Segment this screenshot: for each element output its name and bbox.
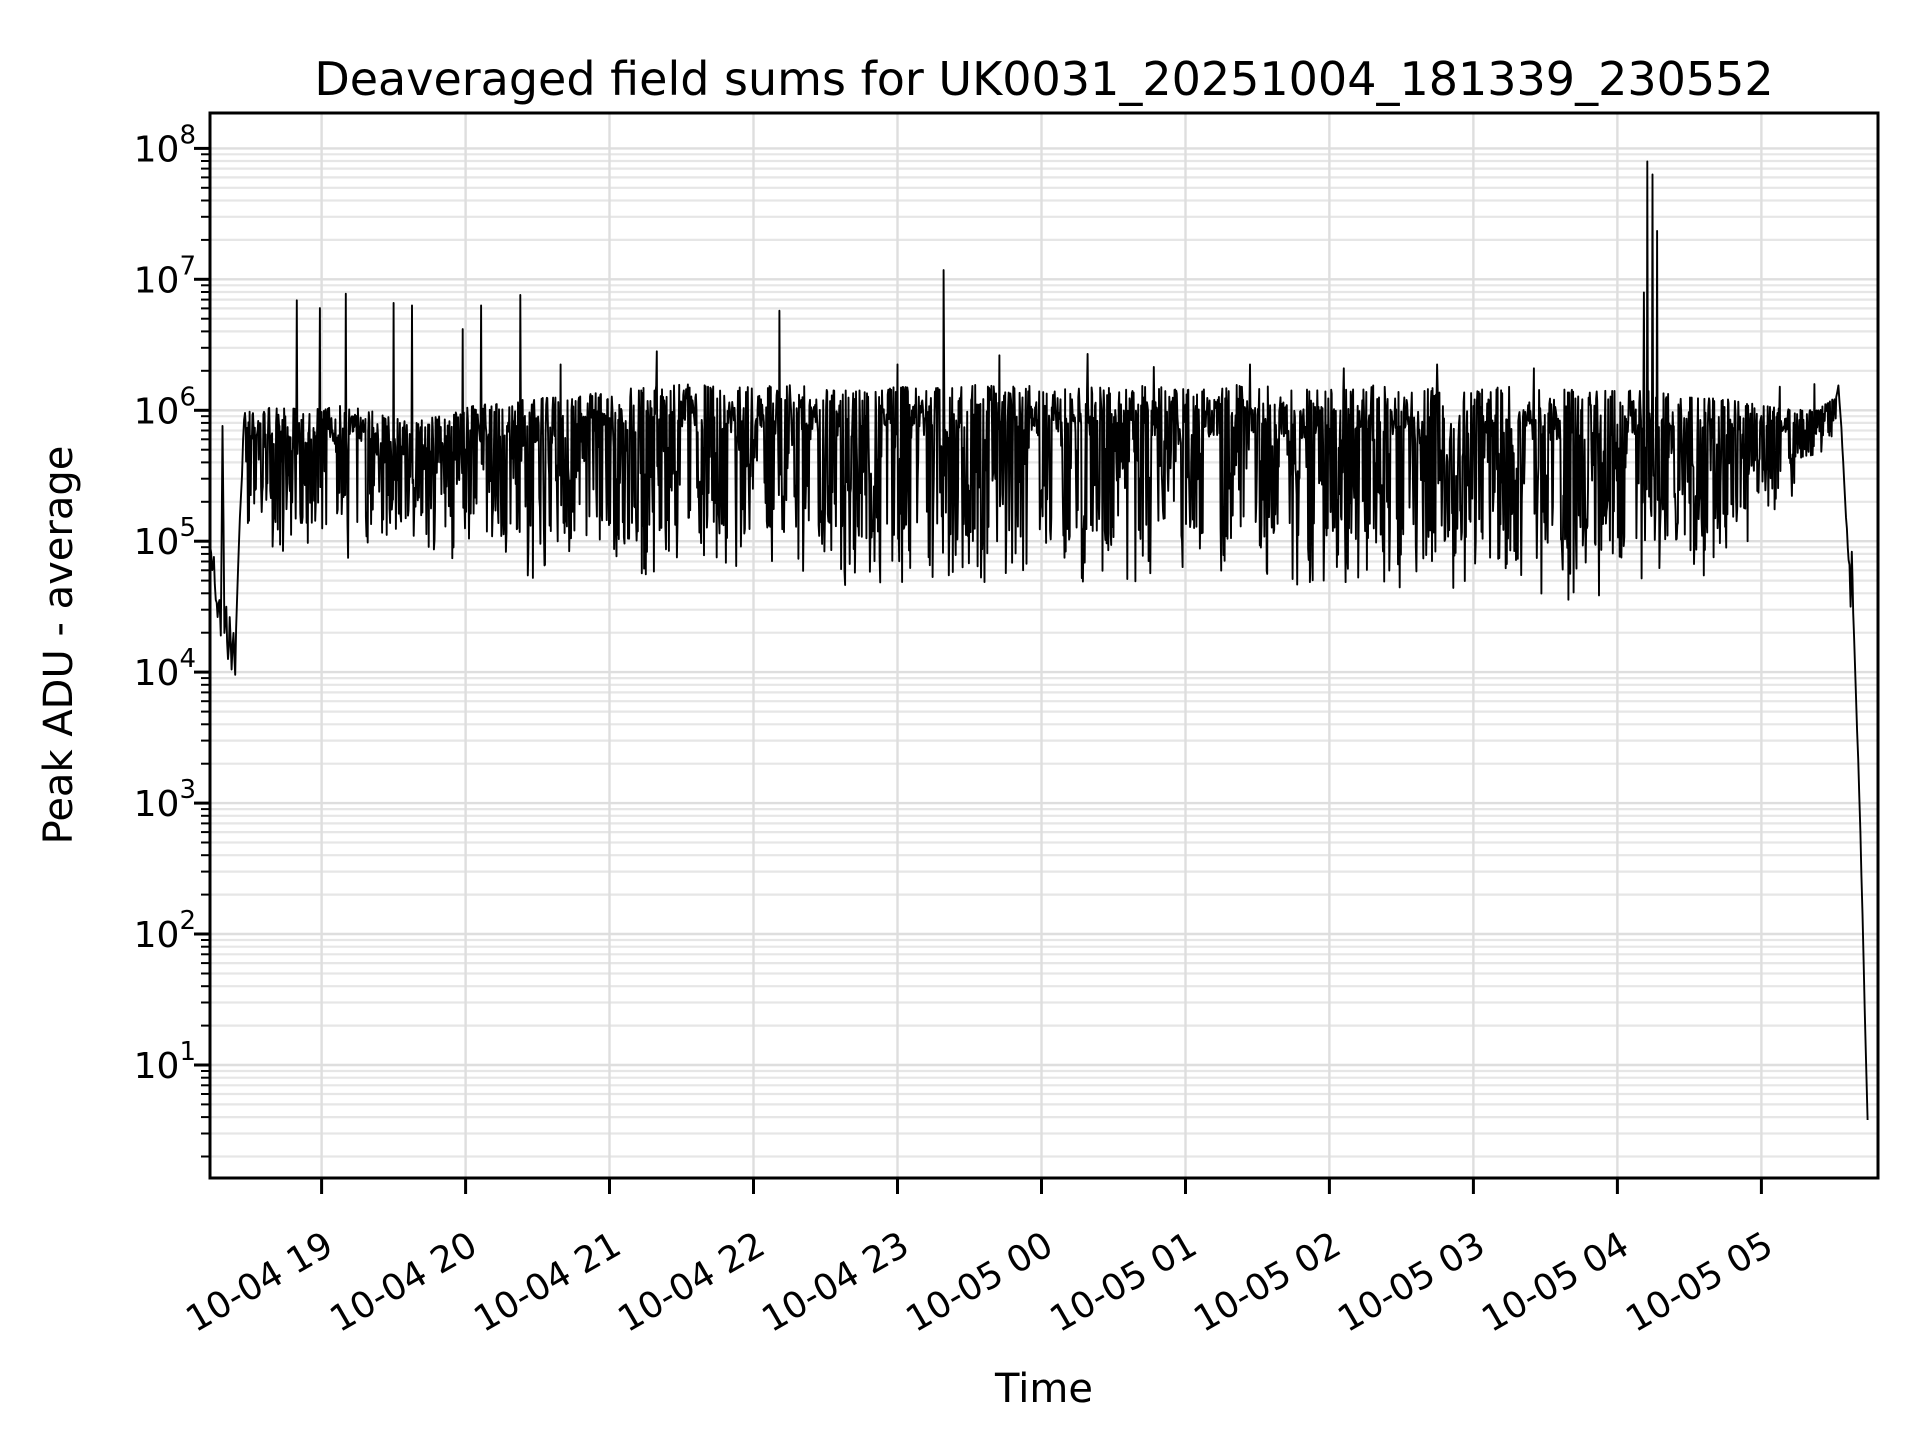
x-tick-label: 10-04 23: [755, 1224, 916, 1340]
plot-border: [208, 111, 1880, 1180]
x-tick-label: 10-04 19: [179, 1224, 340, 1340]
y-tick-label: 106: [134, 382, 196, 432]
y-tick-label: 104: [134, 644, 196, 694]
y-tick-label: 107: [134, 251, 196, 301]
x-tick-label: 10-04 22: [611, 1224, 772, 1340]
data-series-line: [209, 160, 1869, 1121]
y-tick-label: 108: [134, 120, 196, 170]
x-tick-label: 10-05 00: [899, 1224, 1060, 1340]
x-tick-label: 10-04 20: [323, 1224, 484, 1340]
chart-title: Deaveraged field sums for UK0031_2025100…: [314, 52, 1773, 106]
y-tick-label: 103: [134, 775, 196, 825]
x-tick-label: 10-04 21: [467, 1224, 628, 1340]
x-axis-label: Time: [994, 1366, 1093, 1412]
x-tick-label: 10-05 05: [1619, 1224, 1780, 1340]
x-tick-label: 10-05 03: [1331, 1224, 1492, 1340]
y-axis-label: Peak ADU - average: [36, 446, 82, 845]
grid-layer: [210, 113, 1878, 1178]
y-tick-label: 101: [134, 1037, 196, 1087]
series-layer: [209, 160, 1869, 1121]
x-tick-label: 10-05 02: [1187, 1224, 1348, 1340]
x-tick-label: 10-05 04: [1475, 1224, 1636, 1340]
y-tick-label: 105: [134, 513, 196, 563]
axes-frame: [208, 111, 1880, 1180]
y-tick-label: 102: [134, 906, 196, 956]
tick-layer: [194, 146, 1763, 1194]
x-tick-label: 10-05 01: [1043, 1224, 1204, 1340]
